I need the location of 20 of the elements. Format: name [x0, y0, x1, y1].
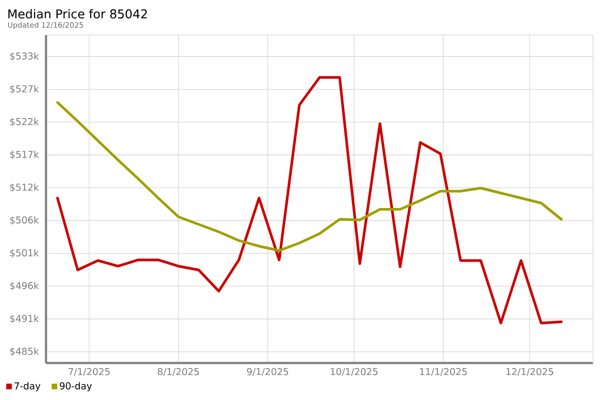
- legend-label: 90-day: [60, 382, 92, 392]
- y-tick-label: $506k: [10, 216, 39, 225]
- x-tick-label: 11/1/2025: [420, 368, 467, 376]
- y-tick-label: $496k: [10, 282, 39, 290]
- y-tick-label: $512k: [10, 183, 39, 192]
- y-tick-label: $517k: [10, 150, 39, 160]
- y-tick-label: $485k: [10, 347, 39, 356]
- x-tick-label: 8/1/2025: [158, 368, 199, 376]
- y-tick-label: $522k: [10, 118, 39, 126]
- x-tick-label: 7/1/2025: [68, 368, 110, 376]
- y-tick-label: $491k: [10, 314, 39, 324]
- x-tick-label: 9/1/2025: [247, 368, 288, 376]
- y-tick-label: $501k: [10, 249, 39, 258]
- y-tick-label: $527k: [10, 85, 39, 94]
- x-tick-label: 12/1/2025: [506, 368, 554, 376]
- x-tick-label: 10/1/2025: [330, 368, 378, 376]
- line-series: [56, 76, 563, 324]
- y-tick-label: $533k: [10, 52, 39, 61]
- chart-title: Median Price for 85042: [8, 9, 147, 18]
- legend-label: 7-day: [14, 382, 40, 392]
